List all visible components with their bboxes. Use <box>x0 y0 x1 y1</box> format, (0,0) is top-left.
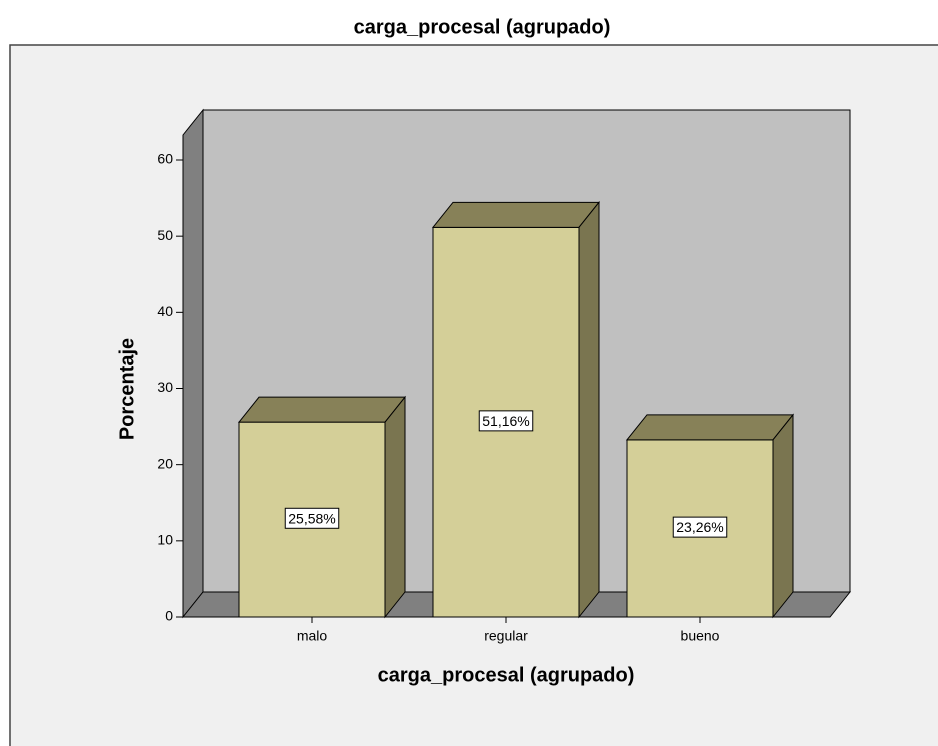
y-tick-label: 50 <box>157 227 173 243</box>
x-tick-label: regular <box>484 628 528 644</box>
y-tick-label: 40 <box>157 303 173 319</box>
y-tick-label: 20 <box>157 455 173 471</box>
bar-top <box>237 396 407 423</box>
value-label: 25,58% <box>288 510 335 526</box>
bar <box>237 395 407 619</box>
bar <box>431 200 601 619</box>
value-label: 23,26% <box>676 519 723 535</box>
chart-title: carga_procesal (agrupado) <box>354 16 611 38</box>
side-wall <box>182 108 204 619</box>
y-tick-label: 30 <box>157 379 173 395</box>
y-tick-label: 10 <box>157 532 173 548</box>
y-axis-title: Porcentaje <box>116 338 138 440</box>
x-tick-label: bueno <box>681 628 720 644</box>
y-tick-label: 0 <box>165 608 173 624</box>
bar-top <box>431 201 601 228</box>
x-axis-title: carga_procesal (agrupado) <box>378 664 635 686</box>
value-label-box <box>284 507 340 529</box>
y-tick-label: 60 <box>157 151 173 167</box>
x-tick-label: malo <box>297 628 328 644</box>
value-label-box <box>672 516 728 538</box>
bar-side <box>578 200 600 619</box>
bar-side <box>384 395 406 619</box>
bar-side <box>772 413 794 619</box>
bar-top <box>625 414 795 441</box>
value-label: 51,16% <box>482 413 529 429</box>
value-label-box <box>478 410 534 432</box>
bar <box>625 413 795 619</box>
